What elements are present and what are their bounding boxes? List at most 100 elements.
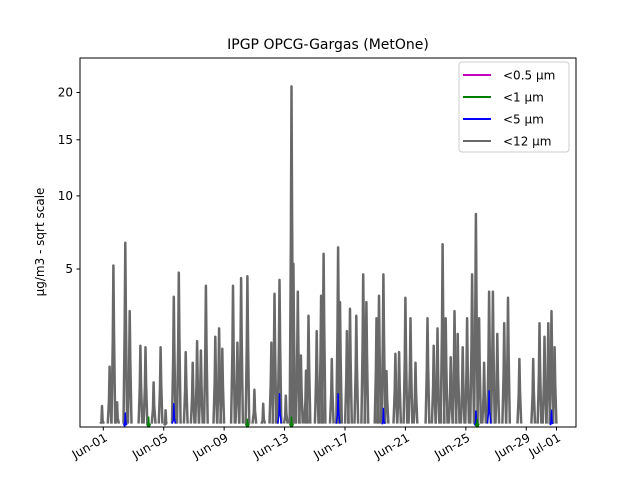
data-spike (320, 252, 327, 424)
data-spike (464, 316, 471, 424)
data-spike (244, 418, 250, 428)
data-spike (122, 241, 129, 424)
data-spike (175, 271, 182, 424)
data-spike (294, 290, 301, 424)
data-spike (353, 314, 360, 424)
y-tick-label: 5 (65, 262, 73, 276)
data-spike (194, 339, 201, 424)
data-spike (486, 290, 493, 424)
data-spike (297, 354, 304, 424)
data-spike (541, 335, 548, 424)
data-spike (536, 321, 543, 424)
legend-label: <5 µm (503, 113, 544, 127)
data-spike (212, 335, 219, 424)
data-spike (494, 332, 501, 424)
data-spike (486, 390, 492, 424)
data-spike (504, 296, 512, 424)
legend: <0.5 µm <1 µm <5 µm <12 µm (458, 61, 570, 153)
data-spike (392, 352, 399, 424)
data-spike (126, 309, 133, 424)
data-spike (336, 300, 344, 424)
data-spike (501, 321, 508, 424)
y-tick-label: 10 (58, 189, 73, 203)
data-spike (313, 329, 320, 424)
data-spike (282, 394, 289, 424)
data-spike (99, 404, 105, 425)
legend-box (458, 61, 570, 153)
data-spike (549, 409, 554, 426)
y-axis-label: µg/m3 - sqrt scale (33, 188, 47, 297)
data-spike (451, 309, 458, 424)
data-spike (489, 290, 496, 424)
x-tick-label: Jun-25 (431, 430, 472, 462)
data-spike (170, 295, 177, 424)
data-spike (182, 350, 189, 424)
data-spike (244, 274, 251, 424)
data-spike (335, 393, 341, 424)
data-spike (439, 243, 446, 424)
data-spike (412, 361, 419, 424)
data-spike (110, 264, 117, 424)
legend-label: <1 µm (503, 91, 544, 105)
data-spike (396, 350, 403, 424)
data-spike (271, 292, 278, 424)
x-tick-label: Jun-21 (371, 430, 412, 462)
x-tick-label: Jun-13 (250, 430, 291, 462)
data-spike (407, 316, 414, 424)
data-spike (476, 316, 483, 424)
data-spike (234, 341, 241, 424)
data-spike (114, 401, 121, 424)
data-spike (454, 332, 461, 424)
data-spike (447, 356, 454, 424)
data-spike (162, 408, 168, 426)
series-1 (146, 416, 480, 428)
data-spike (288, 416, 295, 428)
data-spike (424, 316, 431, 424)
data-spike (346, 307, 354, 424)
data-spike (430, 344, 437, 424)
x-tick-label: Jun-01 (69, 430, 110, 462)
x-axis: Jun-01 Jun-05 Jun-09 Jun-13 Jun-17 Jun-21 Jun-… (69, 427, 563, 462)
data-spike (202, 284, 209, 424)
data-spike (383, 369, 390, 424)
data-spike (146, 416, 152, 428)
data-spike (305, 314, 312, 424)
data-spike (260, 402, 267, 425)
data-spike (442, 316, 449, 424)
data-spike (157, 345, 164, 424)
data-spike (474, 418, 480, 428)
data-spike (150, 381, 157, 424)
data-spike (189, 361, 196, 424)
data-spike (197, 349, 204, 424)
legend-label: <0.5 µm (503, 69, 555, 83)
data-spike (276, 278, 283, 424)
data-spike (381, 407, 386, 425)
data-spike (328, 357, 335, 424)
data-spike (481, 361, 488, 424)
data-spike (219, 347, 226, 424)
data-spike (380, 273, 387, 424)
data-spike (238, 276, 245, 424)
y-tick-label: 15 (58, 133, 73, 147)
data-spike (137, 344, 144, 424)
x-tick-label: Jun-05 (129, 430, 170, 462)
x-tick-label: Jul-01 (526, 430, 563, 460)
data-spike (530, 357, 537, 424)
data-spike (290, 262, 297, 424)
data-spike (229, 284, 237, 424)
data-spike (251, 388, 258, 424)
y-tick-label: 20 (58, 85, 73, 99)
data-spike (363, 300, 370, 424)
data-spike (459, 345, 466, 424)
data-spike (548, 309, 555, 424)
data-spike (516, 357, 523, 424)
data-spike (142, 345, 149, 424)
data-spike (434, 327, 441, 424)
legend-label: <12 µm (503, 135, 551, 149)
data-spike (402, 296, 409, 424)
data-spike (360, 273, 367, 424)
chart-title: IPGP OPCG-Gargas (MetOne) (227, 37, 429, 53)
data-spike (216, 327, 223, 424)
x-tick-label: Jun-17 (310, 430, 351, 462)
